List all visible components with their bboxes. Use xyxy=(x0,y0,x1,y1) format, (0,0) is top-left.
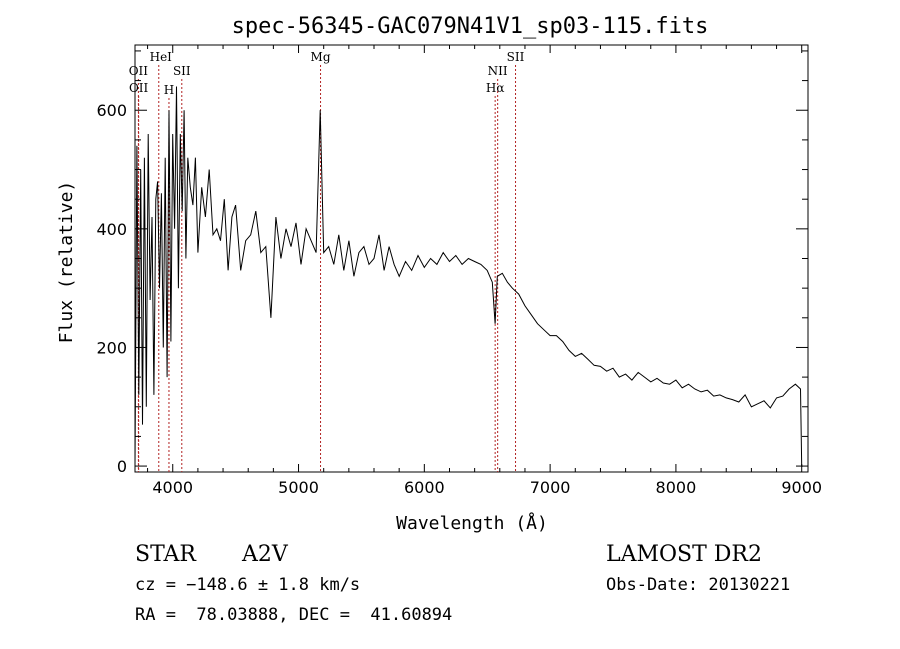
emission-line-label: NII xyxy=(488,64,508,78)
obs-date-label: Obs-Date: 20130221 xyxy=(606,575,790,595)
x-axis-ticks: 4000 5000 6000 7000 8000 9000 xyxy=(147,45,822,497)
x-tick-label: 9000 xyxy=(781,478,822,497)
chart-title: spec-56345-GAC079N41V1_sp03-115.fits xyxy=(232,14,709,39)
redshift-label: cz = −148.6 ± 1.8 km/s xyxy=(135,575,360,595)
emission-line-label: OII xyxy=(129,81,149,95)
object-class: STAR xyxy=(135,542,197,567)
x-tick-label: 5000 xyxy=(278,478,319,497)
y-tick-label: 0 xyxy=(117,457,127,476)
x-tick-label: 8000 xyxy=(656,478,697,497)
y-axis-ticks: 0 200 400 600 xyxy=(96,50,808,476)
emission-line-label: SII xyxy=(173,64,191,78)
emission-line-label: H xyxy=(164,83,174,97)
plot-frame xyxy=(134,44,809,473)
coordinates-label: RA = 78.03888, DEC = 41.60894 xyxy=(135,605,452,625)
emission-line-label: HeI xyxy=(150,50,173,64)
x-tick-label: 4000 xyxy=(152,478,193,497)
x-tick-label: 7000 xyxy=(530,478,571,497)
y-tick-label: 200 xyxy=(96,338,127,357)
emission-line-label: Hα xyxy=(486,81,505,95)
spectrum-line xyxy=(134,86,803,467)
emission-line-label: Mg xyxy=(311,50,331,64)
emission-line-label: OII xyxy=(129,64,149,78)
y-tick-label: 400 xyxy=(96,220,127,239)
y-tick-label: 600 xyxy=(96,101,127,120)
x-tick-label: 6000 xyxy=(404,478,445,497)
emission-line-label: SII xyxy=(507,50,525,64)
y-axis-label: Flux (relative) xyxy=(56,181,77,344)
x-axis-label: Wavelength (Å) xyxy=(396,512,548,534)
emission-line-markers xyxy=(137,65,517,472)
survey-label: LAMOST DR2 xyxy=(606,542,762,567)
object-subclass: A2V xyxy=(241,542,289,567)
